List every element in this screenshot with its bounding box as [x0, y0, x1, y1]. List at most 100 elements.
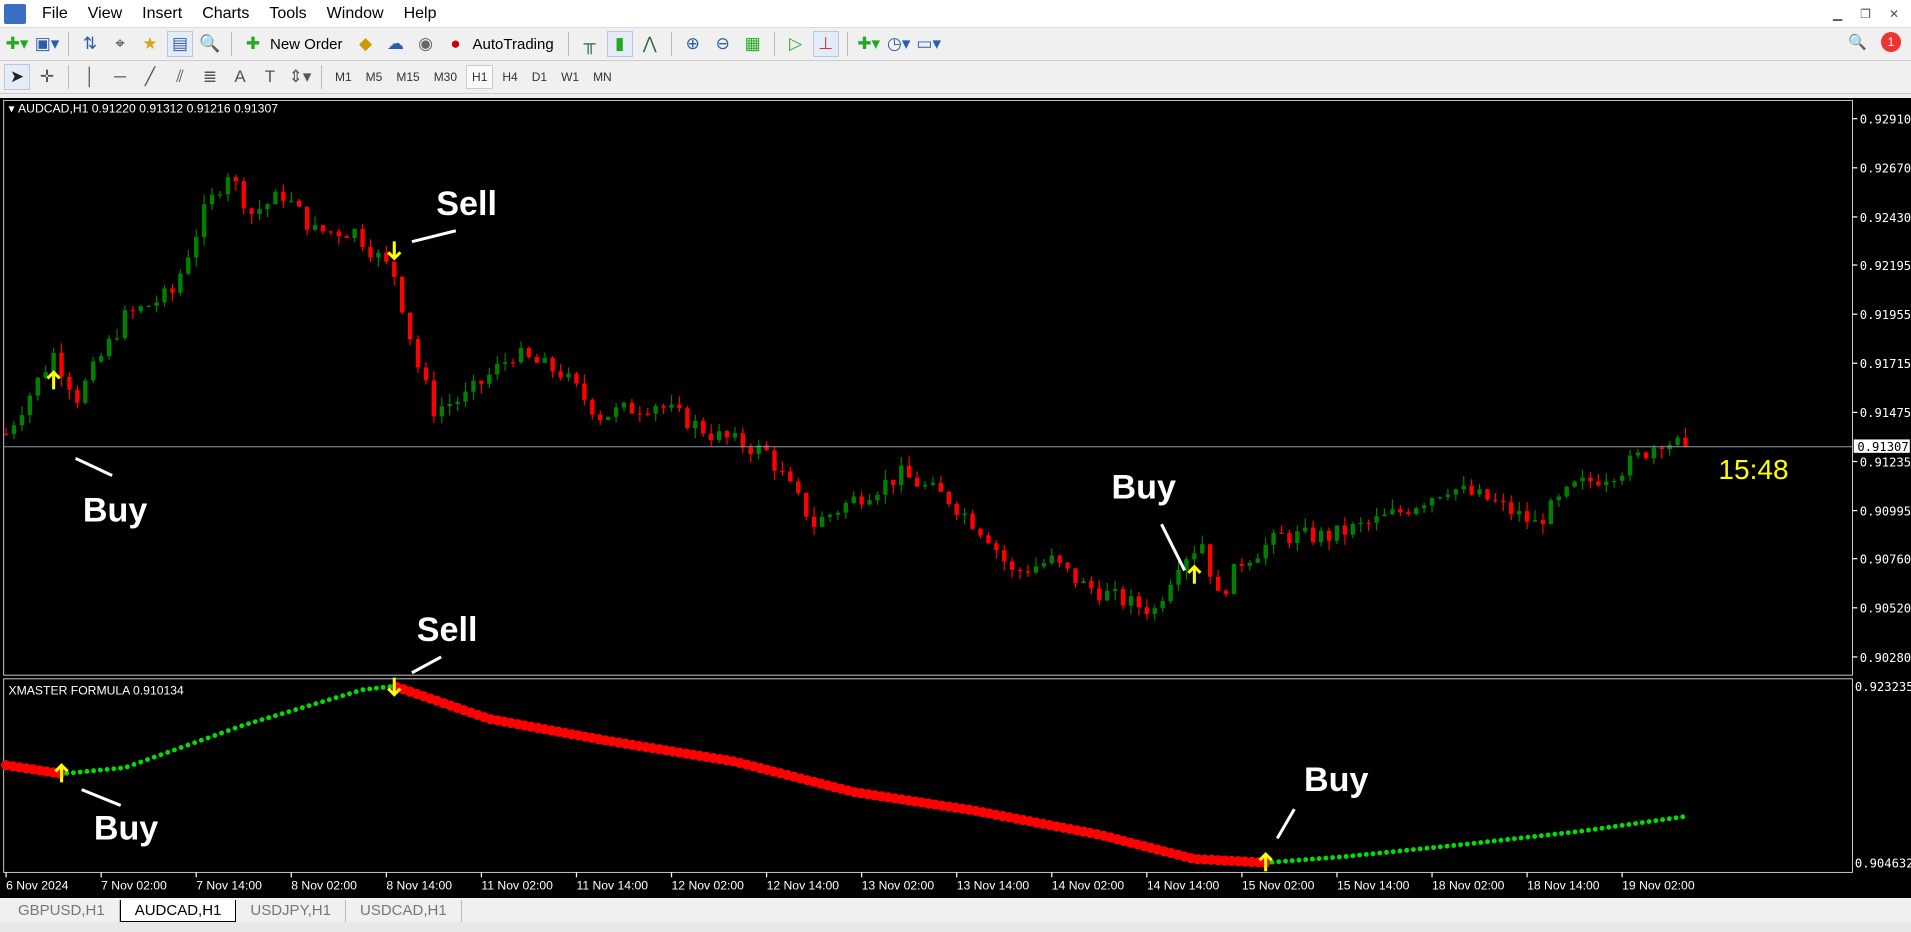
indicator-dot — [326, 697, 332, 703]
menu-view[interactable]: View — [87, 4, 123, 22]
navigator-icon[interactable]: ★ — [142, 34, 158, 53]
menu-insert[interactable]: Insert — [142, 4, 183, 22]
indicator-dot — [97, 767, 103, 773]
indicator-axis-label: 0.923235 — [1855, 680, 1911, 694]
candle — [1588, 477, 1593, 482]
indicators-icon[interactable]: ✚▾ — [857, 34, 881, 53]
tab-audcad[interactable]: AUDCAD,H1 — [119, 900, 237, 922]
timeframe-h4[interactable]: H4 — [502, 70, 518, 84]
tile-windows-icon[interactable]: ▦ — [744, 34, 761, 53]
periods-icon[interactable]: ◷▾ — [887, 34, 911, 53]
candle — [1271, 532, 1276, 545]
signals-icon[interactable]: ☁ — [387, 34, 405, 53]
candlestick-chart-icon[interactable]: ▮ — [606, 31, 633, 57]
timeframe-w1[interactable]: W1 — [561, 70, 580, 84]
candle — [455, 401, 460, 404]
candle — [962, 513, 967, 515]
notifications-badge[interactable]: 1 — [1881, 32, 1901, 52]
text-label-icon[interactable]: T — [264, 67, 276, 86]
indicator-dot — [333, 695, 339, 701]
candle — [1128, 596, 1134, 606]
candle — [431, 380, 437, 417]
indicator-dot — [1565, 830, 1571, 836]
timeframe-d1[interactable]: D1 — [531, 70, 548, 84]
timeframe-h1[interactable]: H1 — [466, 65, 494, 89]
indicator-dot — [293, 707, 299, 713]
minimize-icon[interactable]: ▁ — [1832, 6, 1843, 21]
indicator-dot — [1458, 842, 1463, 848]
horizontal-line-icon[interactable]: ─ — [113, 67, 127, 86]
candle — [1406, 512, 1411, 515]
candle — [1160, 601, 1165, 609]
time-label: 8 Nov 02:00 — [291, 878, 357, 892]
vertical-line-icon[interactable]: │ — [84, 67, 96, 86]
cursor-icon[interactable]: ➤ — [4, 64, 30, 90]
indicator-dot — [1646, 819, 1652, 825]
new-order-icon[interactable]: ✚ — [245, 34, 261, 53]
timeframe-m1[interactable]: M1 — [335, 70, 352, 84]
candle — [154, 302, 159, 306]
candle — [1604, 481, 1609, 486]
zoom-out-icon[interactable]: ⊖ — [715, 34, 730, 53]
timeframe-mn[interactable]: MN — [593, 70, 612, 84]
text-icon[interactable]: A — [234, 67, 246, 86]
autotrading-button[interactable]: AutoTrading — [472, 35, 554, 53]
indicator-dot — [1673, 815, 1679, 821]
trendline-icon[interactable]: ╱ — [144, 67, 156, 86]
menu-help[interactable]: Help — [403, 4, 437, 22]
candle — [297, 200, 302, 207]
profiles-icon[interactable]: ▣▾ — [34, 34, 60, 53]
tab-usdcad[interactable]: USDCAD,H1 — [346, 900, 462, 922]
candle — [344, 236, 349, 238]
timeframe-m5[interactable]: M5 — [365, 70, 383, 84]
zoom-in-icon[interactable]: ⊕ — [685, 34, 700, 53]
candle — [1144, 607, 1150, 614]
price-axis[interactable]: 0.92910 0.92670 0.92430 0.92195 0.91955 0.917… — [1852, 113, 1911, 665]
price-label: 0.90280 — [1860, 651, 1911, 665]
indicator-dot — [171, 747, 177, 753]
fibonacci-icon[interactable]: ≣ — [202, 67, 218, 86]
indicator-dot — [1532, 833, 1538, 839]
line-chart-icon[interactable]: ⋀ — [642, 34, 657, 53]
market-icon[interactable]: ◉ — [418, 34, 433, 53]
candle — [764, 445, 769, 451]
market-watch-icon[interactable]: ⇅ — [82, 34, 98, 53]
metaeditor-icon[interactable]: ◆ — [358, 34, 373, 53]
menu-tools[interactable]: Tools — [269, 4, 307, 22]
tab-usdjpy[interactable]: USDJPY,H1 — [236, 900, 346, 922]
terminal-icon[interactable]: ▤ — [167, 31, 193, 57]
candle — [708, 433, 714, 441]
candle — [550, 357, 555, 372]
channel-icon[interactable]: ⫽ — [176, 67, 184, 86]
menu-charts[interactable]: Charts — [202, 4, 250, 22]
data-window-icon[interactable]: ⌖ — [115, 34, 125, 53]
close-icon[interactable]: ✕ — [1888, 6, 1899, 21]
new-chart-icon[interactable]: ✚▾ — [5, 34, 29, 53]
chart-shift-icon[interactable]: ▷ — [789, 34, 803, 53]
candle — [891, 479, 896, 486]
strategy-tester-icon[interactable]: 🔍 — [199, 34, 221, 53]
timeframe-m15[interactable]: M15 — [396, 70, 420, 84]
time-axis[interactable]: 6 Nov 2024 7 Nov 02:00 7 Nov 14:00 8 Nov 02… — [5, 872, 1695, 892]
new-order-button[interactable]: New Order — [270, 35, 343, 53]
candle — [994, 543, 999, 551]
tab-gbpusd[interactable]: GBPUSD,H1 — [4, 900, 120, 922]
annotation-buy: Buy — [83, 492, 147, 530]
timeframe-m30[interactable]: M30 — [433, 70, 458, 84]
templates-icon[interactable]: ▭▾ — [916, 34, 941, 53]
annotation-buy: Buy — [1112, 469, 1176, 507]
search-icon[interactable]: 🔍 — [1848, 34, 1867, 51]
candle — [1675, 437, 1680, 445]
crosshair-icon[interactable]: ✛ — [39, 67, 55, 86]
autoscroll-icon[interactable]: ⊥ — [812, 31, 839, 57]
candle — [273, 191, 278, 205]
bar-chart-icon[interactable]: ╥ — [583, 34, 596, 53]
annotation-arrow — [411, 655, 442, 675]
chart-window[interactable]: ▾ AUDCAD,H1 0.91220 0.91312 0.91216 0.91… — [0, 98, 1911, 898]
autotrading-icon[interactable]: ● — [450, 34, 461, 53]
menu-file[interactable]: File — [42, 4, 68, 22]
candle — [27, 395, 33, 416]
menu-window[interactable]: Window — [326, 4, 384, 22]
arrows-icon[interactable]: ⇕▾ — [288, 67, 312, 86]
restore-icon[interactable]: ❐ — [1860, 6, 1871, 21]
